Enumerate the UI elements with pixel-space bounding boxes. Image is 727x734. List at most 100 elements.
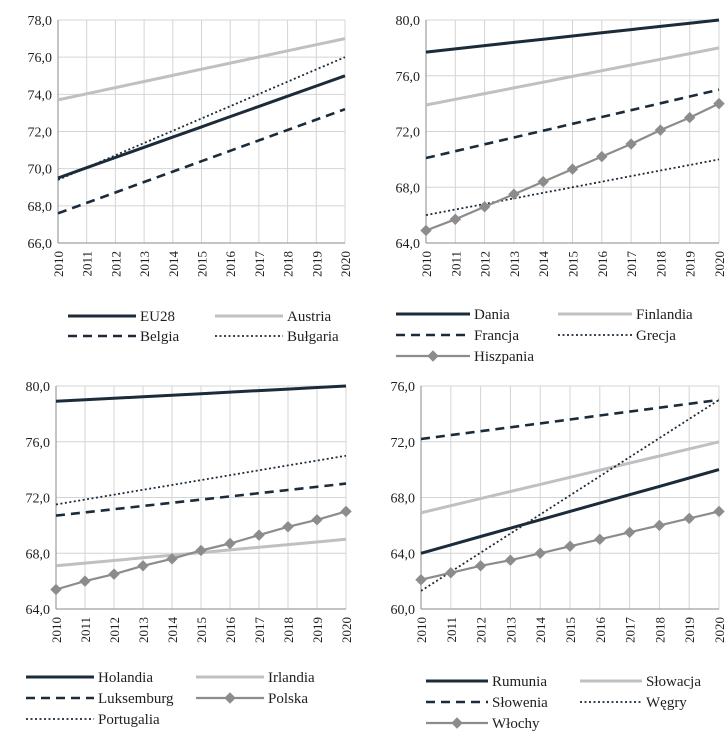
y-tick-label: 64,0 [391, 547, 416, 562]
legend-item-holandia: Holandia [26, 670, 153, 686]
series-point-wlochy [713, 505, 725, 518]
x-tick-label: 2013 [137, 251, 152, 277]
x-tick-label: 2018 [653, 251, 668, 277]
x-tick-label: 2013 [136, 617, 151, 643]
legend-item-dania: Dania [396, 307, 510, 323]
x-tick-label: 2017 [624, 251, 639, 278]
series-point-wlochy [415, 574, 427, 586]
series-line-francja [425, 88, 720, 160]
series-line-slowenia [420, 398, 720, 441]
x-tick-label: 2011 [444, 617, 459, 643]
series-point-polska [282, 521, 294, 533]
series-line-austria [57, 37, 346, 102]
legend-label: Portugalia [98, 712, 160, 728]
x-tick-label: 2010 [414, 617, 429, 643]
legend-label: EU28 [140, 309, 175, 325]
legend-item-wegry: Węgry [580, 695, 687, 711]
series-point-hiszpania [508, 188, 520, 200]
y-tick-label: 68,0 [391, 492, 416, 507]
y-tick-label: 72,0 [26, 492, 51, 507]
y-tick-label: 68,0 [26, 547, 51, 562]
x-tick-label: 2020 [712, 251, 727, 277]
series-point-hiszpania [478, 201, 491, 213]
series-point-hiszpania [420, 224, 432, 237]
legend-marker [224, 692, 236, 704]
legend-label: Słowenia [492, 695, 548, 711]
x-tick-label: 2012 [478, 251, 493, 277]
x-tick-label: 2011 [448, 251, 463, 277]
x-tick-label: 2017 [252, 617, 267, 644]
legend-label: Bułgaria [287, 329, 339, 345]
series-point-hiszpania [713, 97, 725, 110]
y-tick-label: 64,0 [396, 237, 421, 252]
chart-panel-1: 66,0 68,0 70,0 72,0 74,0 76,0 78,0 2010 2011 2012… [28, 14, 354, 345]
legend-label: Belgia [140, 329, 179, 345]
x-tick-label: 2013 [503, 617, 518, 643]
x-tick-label: 2016 [593, 617, 608, 644]
x-tick-label: 2012 [107, 617, 122, 643]
legend-label: Węgry [646, 695, 687, 711]
x-tick-label: 2017 [252, 251, 267, 278]
x-tick-label: 2020 [339, 617, 354, 643]
x-tick-label: 2014 [536, 251, 551, 278]
series-point-polska [253, 529, 265, 541]
legend-marker [427, 350, 439, 362]
x-tick-label: 2010 [51, 251, 66, 277]
series-line-grecja [425, 158, 720, 216]
legend-item-francja: Francja [396, 328, 519, 344]
legend-label: Grecja [636, 328, 676, 344]
series-point-polska [79, 575, 91, 587]
legend-item-polska: Polska [196, 691, 308, 707]
series-point-wlochy [445, 567, 457, 579]
x-tick-label: 2015 [566, 251, 581, 277]
x-tick-label: 2015 [563, 617, 578, 643]
legend-item-rumunia: Rumunia [426, 674, 547, 690]
series-point-wlochy [594, 533, 606, 546]
series-point-polska [311, 514, 323, 526]
legend-item-finlandia: Finlandia [558, 307, 693, 323]
y-tick-label: 80,0 [26, 380, 51, 395]
x-tick-label: 2010 [49, 617, 64, 643]
x-tick-label: 2016 [223, 251, 238, 277]
series-point-hiszpania [654, 124, 667, 136]
series-line-dania [425, 18, 720, 54]
legend-label: Dania [474, 307, 510, 323]
legend-label: Słowacja [646, 674, 701, 690]
legend-marker [451, 717, 463, 729]
series-point-polska [195, 544, 207, 557]
y-tick-label: 70,0 [28, 163, 53, 178]
y-tick-label: 76,0 [26, 436, 51, 451]
series-line-holandia [55, 384, 347, 403]
legend-label: Finlandia [636, 307, 693, 323]
x-tick-label: 2018 [281, 617, 296, 643]
legend-item-slowacja: Słowacja [580, 674, 701, 690]
legend-label: Austria [287, 309, 332, 325]
series-line-eu28 [57, 74, 346, 180]
series-point-hiszpania [449, 213, 462, 226]
series-point-hiszpania [566, 163, 579, 175]
series-point-polska [166, 553, 178, 565]
y-tick-label: 60,0 [391, 603, 416, 618]
y-tick-label: 68,0 [396, 181, 421, 196]
x-tick-label: 2019 [683, 251, 698, 277]
x-tick-label: 2012 [108, 251, 123, 277]
x-tick-label: 2016 [223, 617, 238, 644]
x-tick-label: 2011 [80, 251, 95, 277]
legend-label: Luksemburg [98, 691, 174, 707]
y-tick-label: 72,0 [396, 126, 421, 141]
y-tick-label: 72,0 [28, 126, 53, 141]
legend-label: Polska [268, 691, 308, 707]
series-point-hiszpania [596, 150, 608, 163]
legend-label: Hiszpania [474, 349, 534, 365]
series-point-wlochy [683, 512, 695, 525]
x-tick-label: 2017 [623, 617, 638, 644]
legend-item-portugalia: Portugalia [26, 712, 160, 728]
series-point-polska [224, 537, 236, 550]
y-tick-label: 68,0 [28, 200, 53, 215]
y-tick-label: 64,0 [26, 603, 51, 618]
chart-panel-4: 60,0 64,0 68,0 72,0 76,0 2010 2011 2012 2013 2014… [391, 380, 727, 732]
series-point-hiszpania [683, 111, 696, 124]
y-tick-label: 72,0 [391, 436, 416, 451]
series-line-luksemburg [55, 482, 347, 517]
